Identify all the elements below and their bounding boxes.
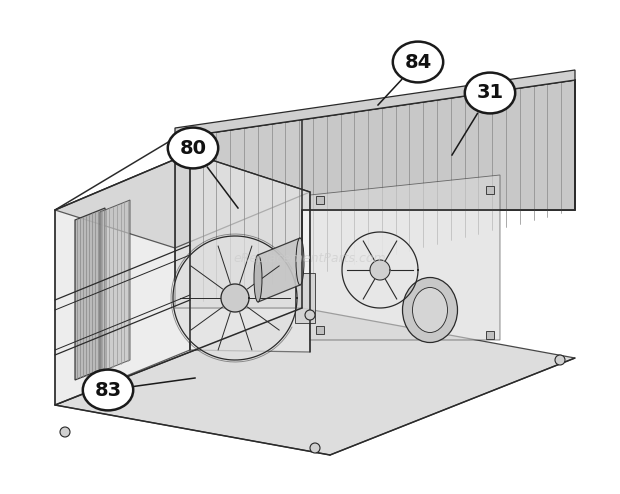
Bar <box>486 186 494 194</box>
Text: 83: 83 <box>94 380 122 400</box>
Ellipse shape <box>168 127 218 168</box>
Polygon shape <box>310 175 500 340</box>
Text: 31: 31 <box>476 83 503 102</box>
Circle shape <box>310 443 320 453</box>
Polygon shape <box>173 236 297 360</box>
Polygon shape <box>370 260 390 280</box>
Polygon shape <box>55 153 190 405</box>
Polygon shape <box>302 80 575 210</box>
Bar <box>316 196 324 204</box>
Polygon shape <box>258 238 300 302</box>
Ellipse shape <box>83 370 133 411</box>
Polygon shape <box>175 80 575 308</box>
Ellipse shape <box>254 255 262 302</box>
Circle shape <box>305 310 315 320</box>
Polygon shape <box>175 80 575 210</box>
Text: eReplacementParts.com: eReplacementParts.com <box>234 251 386 264</box>
Polygon shape <box>100 200 130 372</box>
Polygon shape <box>75 208 105 380</box>
Circle shape <box>555 355 565 365</box>
Ellipse shape <box>412 288 448 332</box>
Polygon shape <box>190 153 310 352</box>
Ellipse shape <box>296 238 304 285</box>
Ellipse shape <box>393 41 443 82</box>
Polygon shape <box>175 70 575 138</box>
Circle shape <box>60 427 70 437</box>
Text: 80: 80 <box>180 138 206 158</box>
Polygon shape <box>55 308 575 455</box>
Polygon shape <box>55 153 310 248</box>
Bar <box>316 326 324 334</box>
Polygon shape <box>221 284 249 312</box>
Text: 84: 84 <box>404 52 432 72</box>
Polygon shape <box>295 273 315 323</box>
Bar <box>486 331 494 339</box>
Ellipse shape <box>402 278 458 342</box>
Ellipse shape <box>465 73 515 114</box>
Polygon shape <box>342 232 418 308</box>
Polygon shape <box>175 120 302 308</box>
